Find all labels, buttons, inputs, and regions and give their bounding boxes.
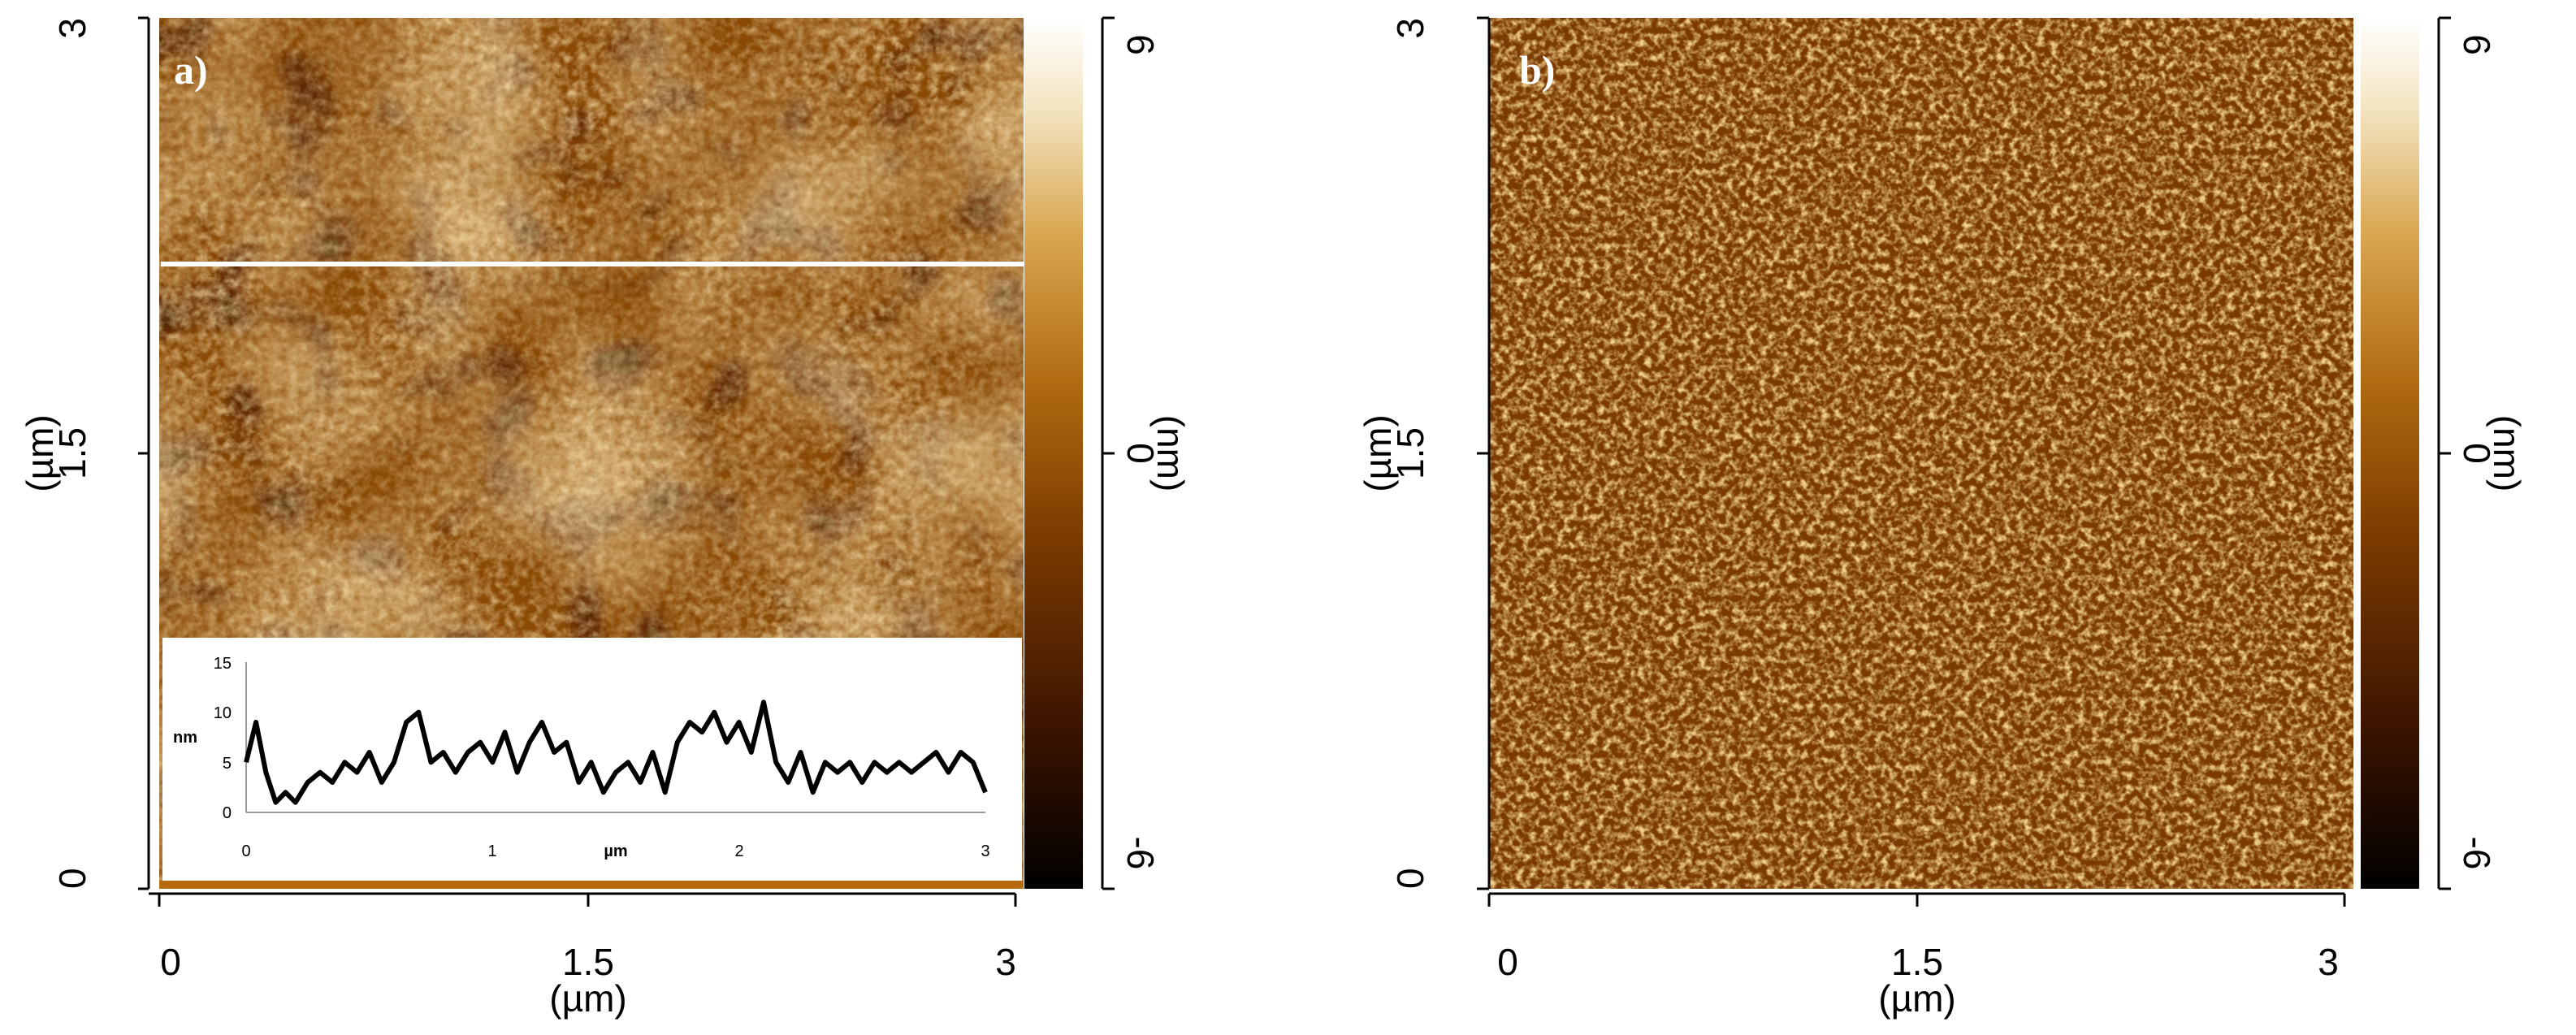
panel-label-a: a) — [174, 47, 208, 93]
colorbar-b — [2361, 18, 2419, 889]
inset-ytick-10: 10 — [214, 704, 232, 722]
inset-ytick-5: 5 — [223, 755, 232, 773]
cbar-tick-b-neg6: -6 — [2456, 837, 2498, 870]
cbar-tick-b-6: 6 — [2456, 34, 2498, 55]
inset-ytick-15: 15 — [214, 655, 232, 673]
xtick-a-3: 3 — [995, 941, 1016, 983]
xtick-b-0: 0 — [1497, 941, 1518, 983]
inset-ytick-0: 0 — [223, 804, 232, 822]
cbar-tick-a-0: 0 — [1119, 443, 1162, 464]
inset-y-label: nm — [173, 729, 197, 747]
ytick-b-3: 3 — [1389, 18, 1431, 39]
colorbar-a — [1024, 18, 1083, 889]
xtick-a-0: 0 — [160, 941, 181, 983]
inset-xtick-3: 3 — [981, 842, 989, 860]
panel-b: 3 1.5 0 (µm) 0 1.5 3 (µm) b) 6 0 -6 (nm) — [1357, 16, 2528, 1020]
xtick-a-1.5: 1.5 — [562, 941, 614, 983]
cbar-tick-a-neg6: -6 — [1119, 837, 1162, 870]
cbar-tick-b-0: 0 — [2456, 443, 2498, 464]
panel-label-b: b) — [1519, 47, 1555, 93]
ytick-b-1.5: 1.5 — [1389, 427, 1431, 479]
ytick-a-3: 3 — [51, 18, 93, 39]
ytick-a-1.5: 1.5 — [51, 427, 93, 479]
yunit-a: (µm) — [19, 414, 61, 492]
inset-x-label: µm — [604, 842, 627, 860]
colorbar-axis-b — [2437, 16, 2451, 890]
inset-xtick-0: 0 — [241, 842, 250, 860]
xunit-b: (µm) — [1878, 977, 1955, 1020]
xtick-b-1.5: 1.5 — [1891, 941, 1943, 983]
profile-series-line — [244, 699, 988, 805]
inset-xtick-2: 2 — [734, 842, 743, 860]
cbar-unit-a: (nm) — [1149, 415, 1192, 492]
yunit-b: (µm) — [1357, 414, 1399, 492]
afm-image-b — [1489, 18, 2353, 889]
afm-image-a — [159, 18, 1024, 881]
xunit-a: (µm) — [549, 977, 626, 1020]
cbar-unit-b: (nm) — [2486, 415, 2528, 492]
inset-xtick-1: 1 — [487, 842, 496, 860]
colorbar-axis-a — [1101, 16, 1115, 890]
axes-b — [1477, 16, 2346, 907]
xtick-b-3: 3 — [2318, 941, 2339, 983]
cbar-tick-a-6: 6 — [1119, 34, 1162, 55]
ytick-b-0: 0 — [1389, 868, 1431, 889]
profile-inset: 0 5 10 15 0 1 2 3 nm µm — [162, 638, 1022, 881]
ytick-a-0: 0 — [51, 868, 93, 889]
panel-a: 0 5 10 15 0 1 2 3 nm µm 3 1.5 0 (µm — [19, 16, 1192, 1020]
axes-a — [138, 16, 1017, 907]
